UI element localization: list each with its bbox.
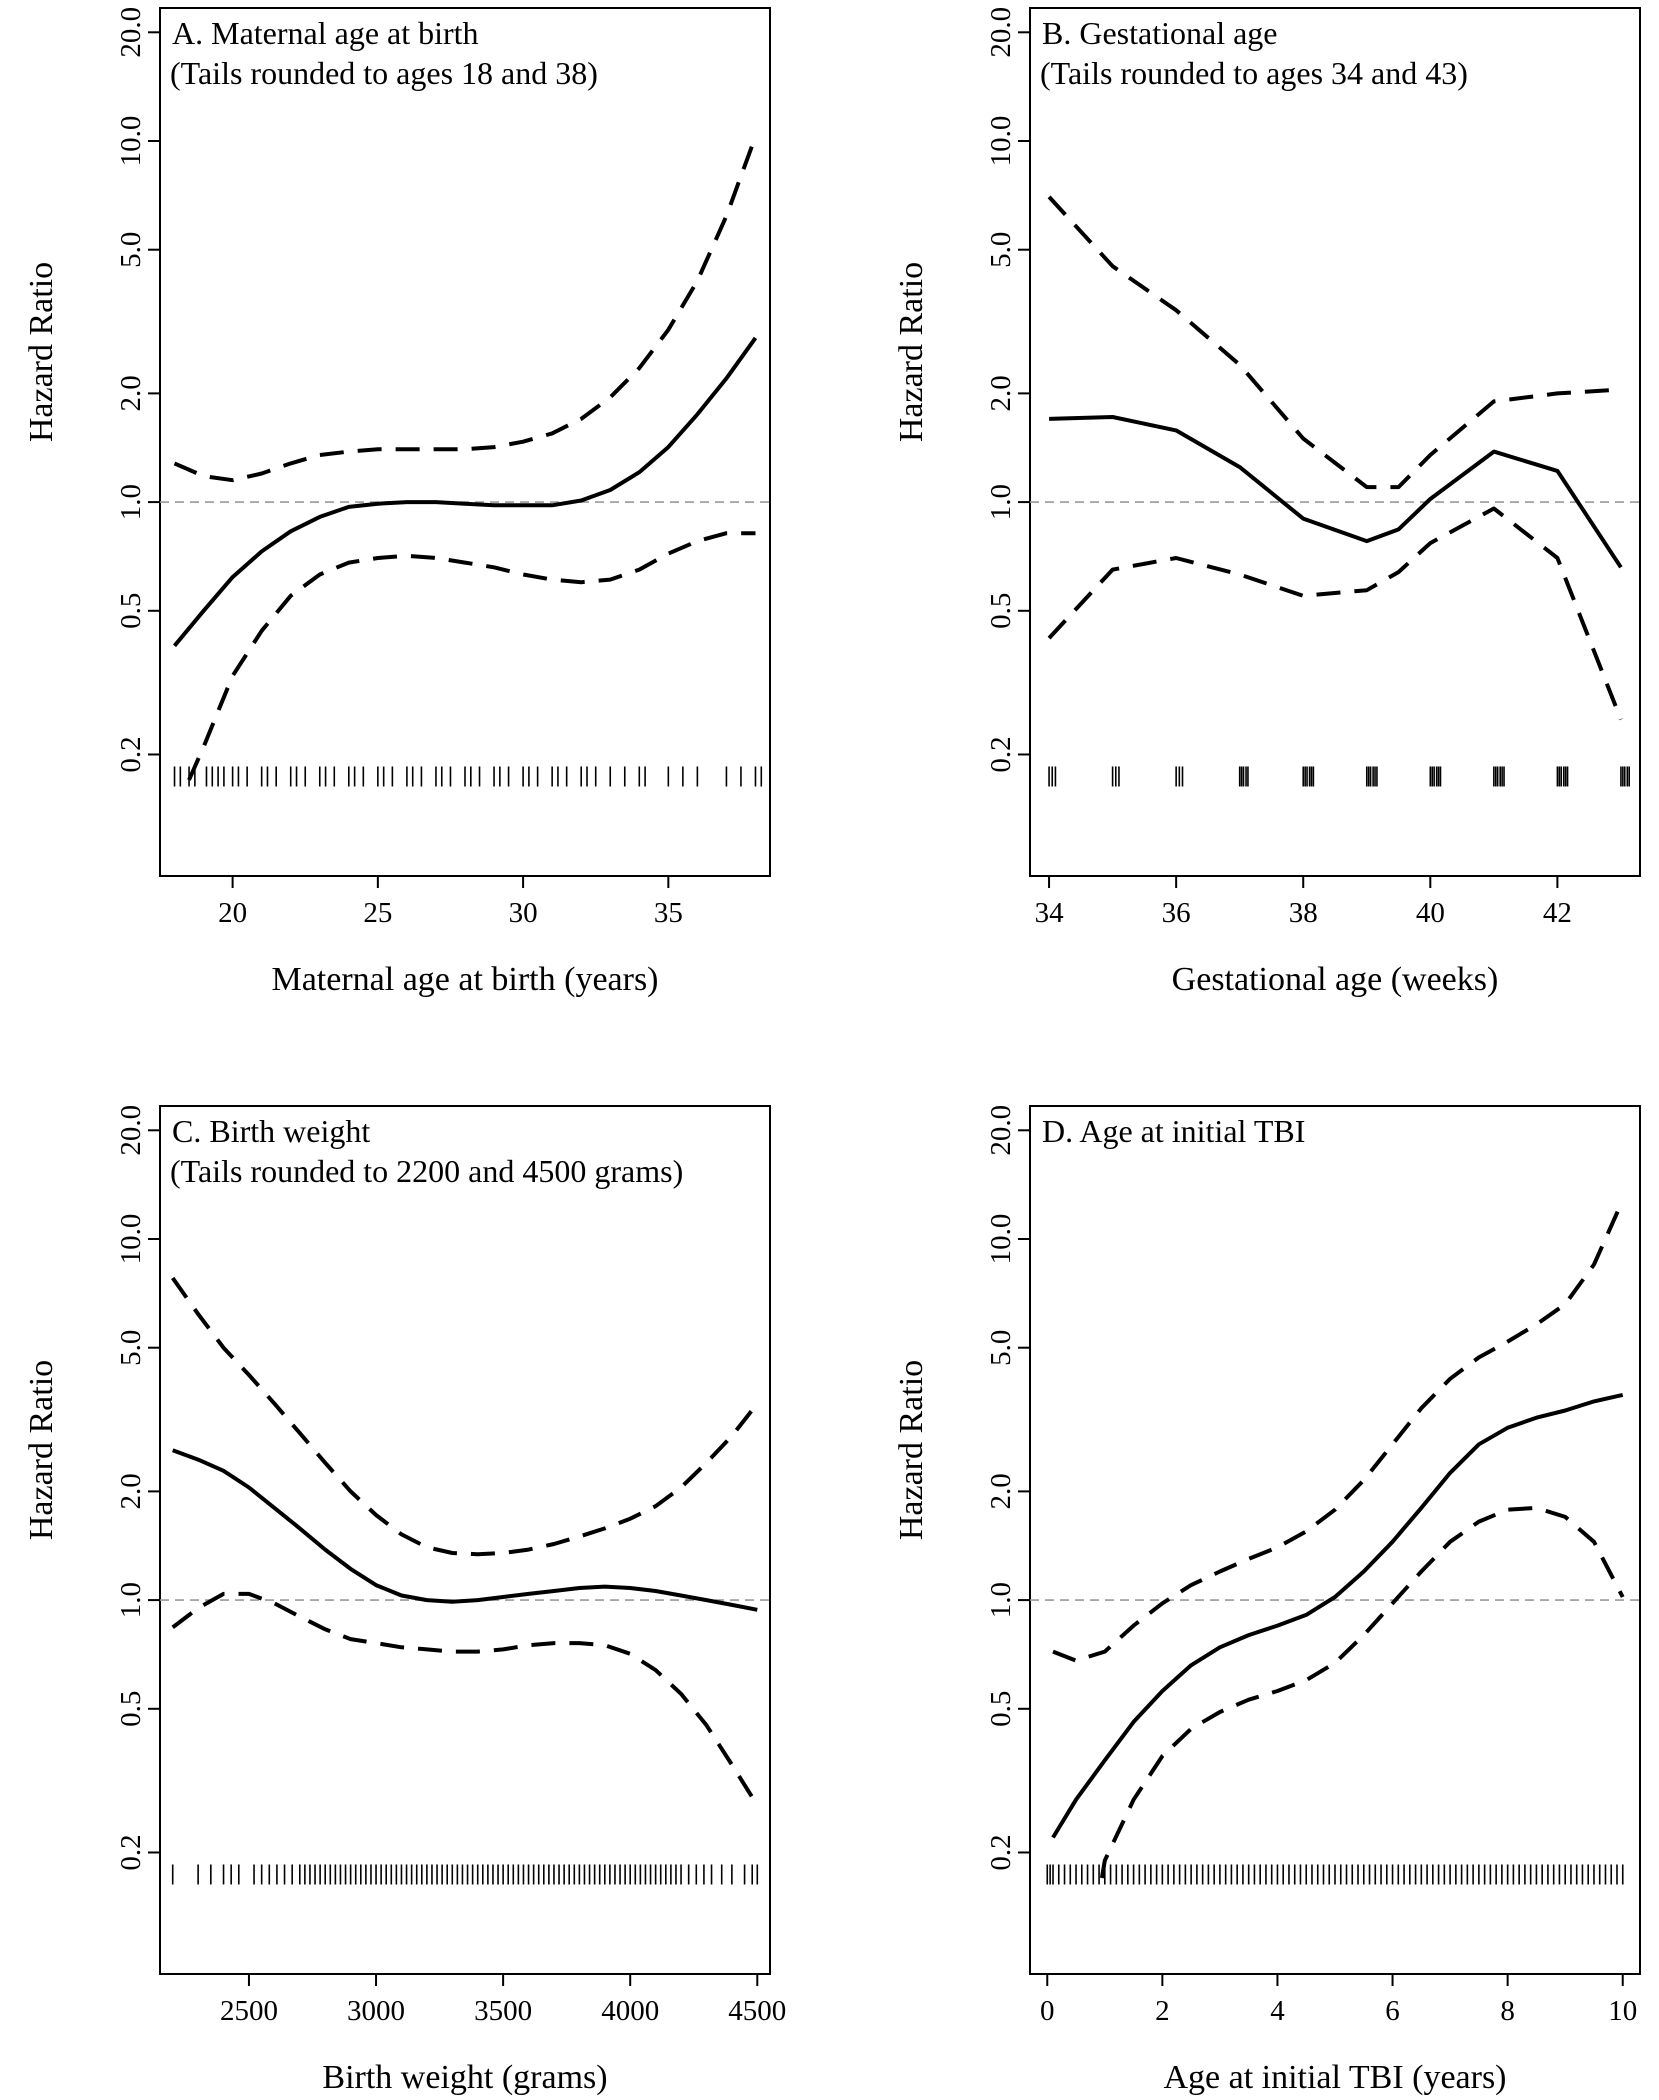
y-axis-title: Hazard Ratio — [23, 262, 60, 442]
y-tick-label: 20.0 — [115, 1105, 147, 1156]
y-axis-title: Hazard Ratio — [893, 262, 930, 442]
y-tick-label: 20.0 — [115, 7, 147, 58]
panel-subtitle: (Tails rounded to 2200 and 4500 grams) — [170, 1153, 683, 1189]
y-tick-label: 1.0 — [115, 1582, 147, 1618]
series-line-upper-ci — [171, 1276, 759, 1557]
panel-d: 0.2 0.5 1.0 2.0 5.0 10.0 20.0 Hazard Ratio 0 2 4 6 8… — [893, 1105, 1641, 2096]
series-line-upper-ci — [1047, 195, 1622, 490]
rug — [171, 1864, 759, 1885]
x-tick-label: 34 — [1035, 897, 1065, 929]
x-tick-label: 6 — [1385, 1995, 1400, 2027]
series-line-estimate — [1051, 1392, 1624, 1839]
x-axis-title: Gestational age (weeks) — [1172, 961, 1499, 998]
panel-b: 0.2 0.5 1.0 2.0 5.0 10.0 20.0 Hazard Ratio 34 36 3… — [893, 7, 1641, 998]
y-tick-label: 1.0 — [985, 1582, 1017, 1618]
series-line-lower-ci — [1099, 1505, 1625, 1879]
series-line-lower-ci — [171, 1591, 759, 1807]
y-tick-label: 10.0 — [985, 1214, 1017, 1265]
x-tick-label: 8 — [1500, 1995, 1515, 2027]
x-tick-label: 38 — [1289, 897, 1318, 929]
rug — [1048, 766, 1630, 787]
y-tick-label: 5.0 — [985, 1330, 1017, 1366]
series-line-lower-ci — [187, 531, 756, 781]
y-axis-title: Hazard Ratio — [23, 1360, 60, 1540]
x-tick-label: 25 — [363, 897, 392, 929]
x-tick-label: 36 — [1162, 897, 1191, 929]
x-tick-label: 4500 — [728, 1995, 786, 2027]
series-group — [172, 135, 758, 781]
x-axis-title: Maternal age at birth (years) — [271, 961, 658, 998]
series-line-estimate — [172, 336, 758, 648]
x-tick-label: 2500 — [220, 1995, 278, 2027]
y-tick-label: 0.5 — [985, 1691, 1017, 1727]
y-tick-label: 2.0 — [115, 375, 147, 411]
y-tick-label: 10.0 — [985, 116, 1017, 167]
x-tick-label: 35 — [654, 897, 683, 929]
y-tick-label: 0.5 — [985, 593, 1017, 629]
y-tick-label: 5.0 — [115, 1330, 147, 1366]
y-tick-label: 5.0 — [985, 232, 1017, 268]
panel-title: C. Birth weight — [172, 1113, 370, 1149]
plot-frame — [1029, 7, 1641, 877]
panel-a: 0.2 0.5 1.0 2.0 5.0 10.0 20.0 Hazard Ratio 20 25 3… — [23, 7, 771, 998]
y-tick-label: 1.0 — [115, 484, 147, 520]
x-axis-title: Age at initial TBI (years) — [1163, 2059, 1506, 2096]
plot-frame — [1029, 1105, 1641, 1975]
panel-title: B. Gestational age — [1042, 15, 1277, 51]
x-tick-label: 42 — [1543, 897, 1572, 929]
x-tick-label: 0 — [1040, 1995, 1055, 2027]
y-tick-label: 2.0 — [985, 1473, 1017, 1509]
y-tick-label: 0.2 — [115, 1834, 147, 1870]
series-group — [1051, 1199, 1625, 1879]
rug — [173, 766, 763, 787]
x-tick-label: 4000 — [601, 1995, 659, 2027]
series-line-upper-ci — [1052, 1199, 1625, 1663]
panel-title: A. Maternal age at birth — [172, 15, 479, 51]
series-line-lower-ci — [1047, 506, 1623, 721]
rug — [1046, 1864, 1624, 1885]
x-tick-label: 3500 — [474, 1995, 532, 2027]
x-tick-label: 40 — [1416, 897, 1445, 929]
y-axis-title: Hazard Ratio — [893, 1360, 930, 1540]
series-line-upper-ci — [173, 135, 758, 483]
x-axis-title: Birth weight (grams) — [322, 2059, 607, 2096]
series-line-estimate — [1049, 415, 1623, 569]
y-tick-label: 20.0 — [985, 1105, 1017, 1156]
x-tick-label: 30 — [509, 897, 538, 929]
x-tick-label: 10 — [1608, 1995, 1637, 2027]
series-group — [171, 1276, 759, 1807]
y-tick-label: 10.0 — [115, 116, 147, 167]
y-tick-label: 1.0 — [985, 484, 1017, 520]
x-tick-label: 20 — [218, 897, 247, 929]
y-tick-label: 2.0 — [985, 375, 1017, 411]
y-tick-label: 10.0 — [115, 1214, 147, 1265]
x-tick-label: 2 — [1155, 1995, 1170, 2027]
series-line-estimate — [172, 1448, 758, 1612]
y-tick-label: 5.0 — [115, 232, 147, 268]
x-tick-label: 3000 — [347, 1995, 405, 2027]
panel-subtitle: (Tails rounded to ages 34 and 43) — [1040, 55, 1468, 91]
panel-subtitle: (Tails rounded to ages 18 and 38) — [170, 55, 598, 91]
y-tick-label: 0.2 — [985, 736, 1017, 772]
y-tick-label: 0.2 — [115, 736, 147, 772]
y-tick-label: 20.0 — [985, 7, 1017, 58]
plot-frame — [159, 1105, 771, 1975]
panel-title: D. Age at initial TBI — [1042, 1113, 1305, 1149]
plot-frame — [159, 7, 771, 877]
series-group — [1047, 195, 1623, 721]
y-tick-label: 0.2 — [985, 1834, 1017, 1870]
y-tick-label: 2.0 — [115, 1473, 147, 1509]
x-tick-label: 4 — [1270, 1995, 1285, 2027]
y-tick-label: 0.5 — [115, 1691, 147, 1727]
y-tick-label: 0.5 — [115, 593, 147, 629]
panel-c: 0.2 0.5 1.0 2.0 5.0 10.0 20.0 Hazard Ratio 2500 3… — [23, 1105, 786, 2096]
